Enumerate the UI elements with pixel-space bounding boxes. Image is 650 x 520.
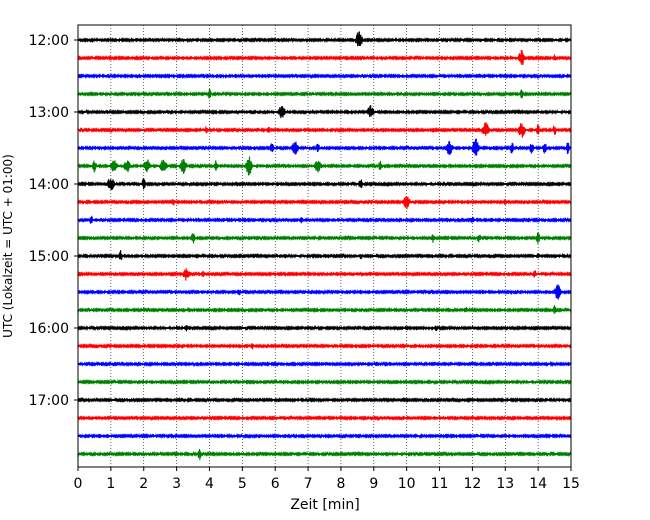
x-tick-label: 14 — [529, 476, 547, 492]
x-tick-label: 6 — [271, 476, 280, 492]
x-tick-label: 9 — [369, 476, 378, 492]
traces — [77, 31, 572, 461]
y-axis-label: UTC (Lokalzeit = UTC + 01:00) — [1, 154, 15, 338]
x-axis: 0 1 2 3 4 5 6 7 8 9 10 11 12 13 14 15 — [74, 467, 580, 492]
y-tick-label: 15:00 — [29, 249, 69, 265]
trace-1330 — [77, 138, 572, 156]
x-tick-label: 12 — [463, 476, 481, 492]
trace-1200 — [77, 31, 572, 47]
x-tick-label: 1 — [106, 476, 115, 492]
x-tick-label: 5 — [238, 476, 247, 492]
x-tick-label: 15 — [562, 476, 580, 492]
x-tick-label: 13 — [496, 476, 514, 492]
y-tick-label: 14:00 — [29, 177, 69, 193]
plot-frame — [77, 24, 572, 468]
x-tick-label: 4 — [205, 476, 214, 492]
x-tick-label: 10 — [398, 476, 416, 492]
x-tick-label: 2 — [139, 476, 148, 492]
x-tick-label: 3 — [172, 476, 181, 492]
x-tick-label: 8 — [336, 476, 345, 492]
y-tick-label: 17:00 — [29, 393, 69, 409]
y-tick-label: 12:00 — [29, 33, 69, 49]
x-tick-label: 0 — [74, 476, 83, 492]
y-tick-label: 13:00 — [29, 105, 69, 121]
x-tick-label: 11 — [431, 476, 449, 492]
y-tick-label: 16:00 — [29, 321, 69, 337]
trace-1500 — [77, 250, 572, 260]
x-axis-label: Zeit [min] — [290, 497, 359, 513]
x-tick-label: 7 — [304, 476, 313, 492]
y-axis: 12:00 13:00 14:00 15:00 16:00 17:00 — [29, 33, 78, 409]
